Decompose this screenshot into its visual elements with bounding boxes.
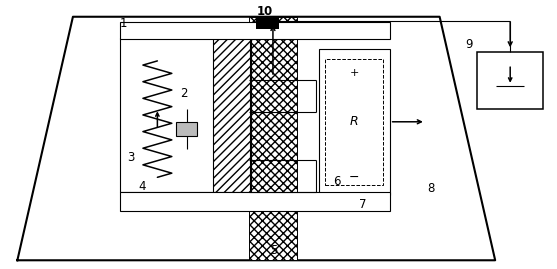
Text: $R$: $R$ xyxy=(349,115,359,128)
Bar xyxy=(256,17,279,29)
Bar xyxy=(477,52,543,109)
Bar xyxy=(176,122,197,136)
Text: 2: 2 xyxy=(180,87,188,100)
Bar xyxy=(120,38,251,192)
Text: 8: 8 xyxy=(428,182,435,195)
Text: 7: 7 xyxy=(359,198,367,211)
Bar xyxy=(319,49,390,195)
Text: 4: 4 xyxy=(139,180,146,193)
Text: +: + xyxy=(349,68,359,78)
Text: 6: 6 xyxy=(333,175,340,188)
Bar xyxy=(213,38,250,192)
Bar xyxy=(249,17,297,260)
Bar xyxy=(120,192,390,211)
Text: 1: 1 xyxy=(119,17,126,30)
Bar xyxy=(325,59,383,185)
Polygon shape xyxy=(17,17,495,260)
Text: 5: 5 xyxy=(270,245,278,257)
Text: 9: 9 xyxy=(465,38,473,51)
Text: 3: 3 xyxy=(128,151,135,164)
Bar xyxy=(120,22,390,39)
Text: 10: 10 xyxy=(257,5,273,19)
Text: −: − xyxy=(349,171,359,184)
